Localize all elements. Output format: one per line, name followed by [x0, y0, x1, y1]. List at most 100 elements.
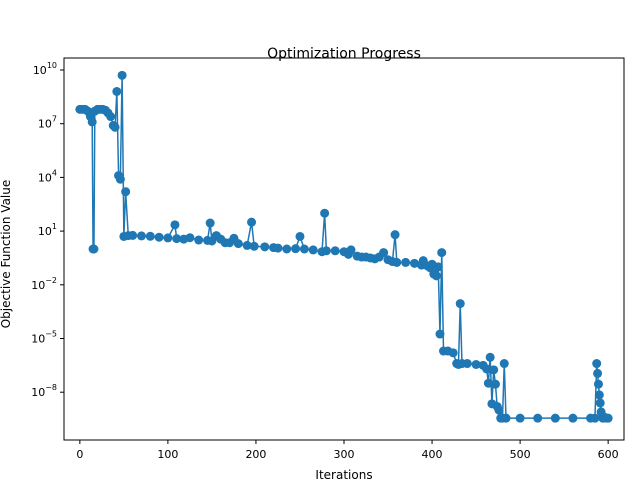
data-point: [379, 248, 389, 258]
y-tick-exponent: −8: [45, 383, 57, 392]
y-tick-label: 10−8: [31, 383, 57, 399]
x-tick-label: 100: [157, 448, 178, 461]
data-point: [87, 117, 97, 127]
data-point: [106, 112, 116, 122]
data-point: [273, 243, 283, 253]
y-tick-exponent: 1: [52, 222, 57, 231]
data-point: [409, 258, 419, 268]
data-point: [346, 245, 356, 255]
data-point: [321, 246, 331, 256]
data-point: [247, 217, 257, 227]
data-point: [249, 241, 259, 251]
x-tick-label: 600: [598, 448, 619, 461]
y-axis-label: Objective Function Value: [0, 180, 13, 329]
data-point: [330, 246, 340, 256]
data-point: [485, 352, 495, 362]
data-point: [435, 329, 445, 339]
data-point: [89, 244, 99, 254]
y-tick-exponent: 4: [52, 168, 57, 177]
y-tick-exponent: 7: [52, 115, 57, 124]
data-point: [205, 218, 215, 228]
data-point: [433, 262, 443, 272]
data-point: [260, 242, 270, 252]
data-point: [471, 359, 481, 369]
y-tick-label: 10−5: [31, 330, 57, 346]
data-point: [448, 348, 458, 358]
data-point: [593, 379, 603, 389]
data-point: [110, 122, 120, 132]
y-tick-base: 10: [38, 118, 52, 131]
data-point: [595, 398, 605, 408]
data-point: [282, 244, 292, 254]
y-tick-label: 101: [38, 222, 57, 238]
data-point: [390, 230, 400, 240]
data-point: [172, 234, 182, 244]
data-point: [494, 405, 504, 415]
data-point: [308, 245, 318, 255]
data-point: [499, 359, 509, 369]
data-point: [291, 244, 301, 254]
data-point: [320, 208, 330, 218]
x-tick-label: 0: [76, 448, 83, 461]
data-point: [128, 230, 138, 240]
y-tick-exponent: −5: [45, 330, 57, 339]
chart-title: Optimization Progress: [267, 46, 421, 62]
data-point: [242, 240, 252, 250]
x-tick-label: 400: [422, 448, 443, 461]
data-point: [550, 413, 560, 423]
y-tick-base: 10: [31, 386, 45, 399]
data-point: [185, 233, 195, 243]
data-point: [603, 413, 613, 423]
data-point: [501, 413, 511, 423]
data-point: [593, 368, 603, 378]
y-tick-base: 10: [31, 333, 45, 346]
data-point: [482, 364, 492, 374]
data-point: [401, 257, 411, 267]
data-point: [594, 390, 604, 400]
plot-area: [75, 70, 613, 423]
y-tick-base: 10: [31, 279, 45, 292]
data-point: [163, 233, 173, 243]
data-point: [112, 86, 122, 96]
data-point: [121, 187, 131, 197]
data-point: [455, 299, 465, 309]
y-tick-exponent: 10: [47, 61, 57, 70]
data-point: [590, 413, 600, 423]
data-point: [295, 231, 305, 241]
data-point: [233, 239, 243, 249]
data-point: [194, 235, 204, 245]
x-tick-label: 500: [510, 448, 531, 461]
x-tick-label: 300: [334, 448, 355, 461]
data-point: [515, 413, 525, 423]
y-tick-base: 10: [38, 225, 52, 238]
x-axis: 0 100 200 300 400 500 600: [76, 440, 619, 461]
y-tick-base: 10: [33, 64, 47, 77]
data-point: [437, 248, 447, 258]
data-point: [392, 257, 402, 267]
y-tick-base: 10: [38, 171, 52, 184]
data-point: [592, 359, 602, 369]
x-tick-label: 200: [245, 448, 266, 461]
data-point: [145, 231, 155, 241]
data-point: [533, 413, 543, 423]
data-point: [483, 378, 493, 388]
data-point: [489, 365, 499, 375]
data-point: [462, 359, 472, 369]
data-point: [117, 70, 127, 80]
x-axis-label: Iterations: [315, 468, 372, 480]
y-tick-exponent: −2: [45, 276, 57, 285]
data-point: [490, 379, 500, 389]
data-point: [170, 220, 180, 230]
data-point: [115, 174, 125, 184]
data-point: [154, 232, 164, 242]
y-tick-label: 107: [38, 115, 57, 131]
y-tick-label: 1010: [33, 61, 57, 77]
data-point: [299, 244, 309, 254]
data-point: [568, 413, 578, 423]
y-tick-label: 104: [38, 168, 57, 184]
data-point: [136, 231, 146, 241]
data-point: [431, 271, 441, 281]
